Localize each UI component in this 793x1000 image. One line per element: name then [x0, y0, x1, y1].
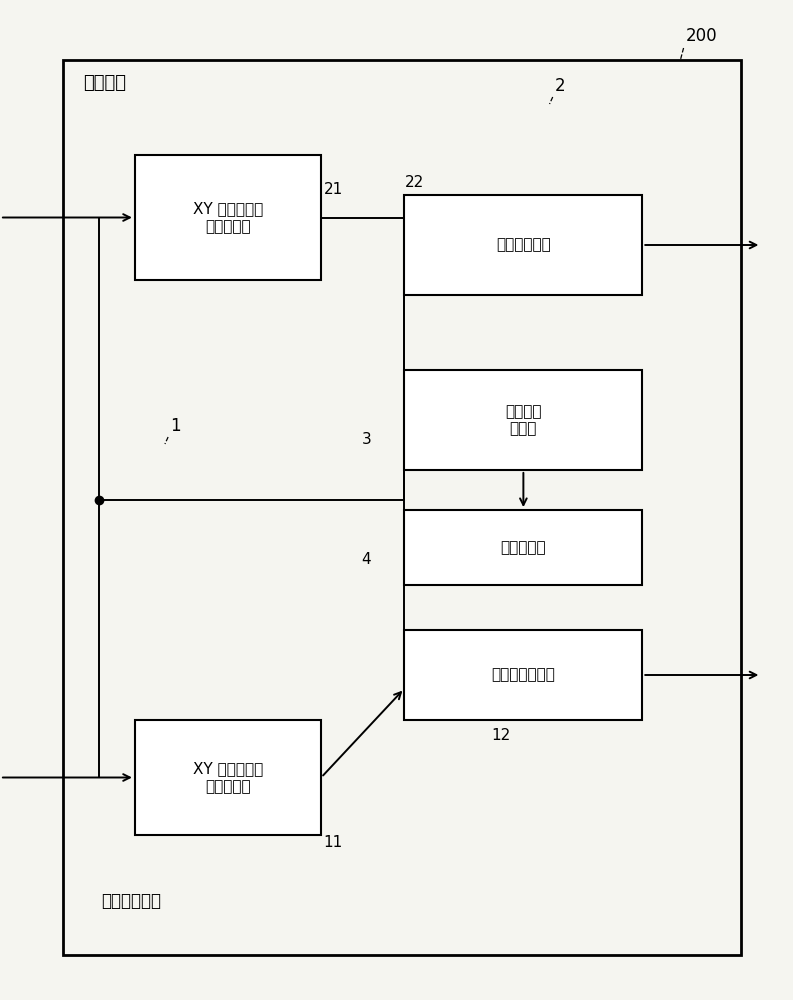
Text: 电扫描器控制部: 电扫描器控制部	[492, 668, 555, 682]
Text: 2: 2	[555, 77, 565, 95]
Text: 12: 12	[492, 728, 511, 743]
Text: 11: 11	[324, 835, 343, 850]
Text: 工作台控制部: 工作台控制部	[496, 237, 551, 252]
Bar	[135, 720, 321, 835]
Bar	[63, 60, 741, 955]
Text: 电扫描控制器: 电扫描控制器	[102, 892, 162, 910]
Bar	[404, 195, 642, 295]
Text: 4: 4	[362, 552, 371, 568]
Text: 1: 1	[170, 417, 181, 435]
Bar	[404, 510, 642, 585]
Text: XY 工作台位置
信息输入部: XY 工作台位置 信息输入部	[193, 761, 263, 794]
Text: XY 工作台位置
信息输入部: XY 工作台位置 信息输入部	[193, 201, 263, 234]
Text: 控制装置: 控制装置	[83, 74, 126, 92]
Text: 加工指示部: 加工指示部	[500, 540, 546, 555]
Text: 3: 3	[362, 432, 371, 448]
Text: 22: 22	[404, 175, 423, 190]
Bar	[91, 585, 730, 915]
Bar	[91, 105, 730, 410]
Text: 21: 21	[324, 182, 343, 198]
Bar	[404, 370, 642, 470]
Text: 200: 200	[686, 27, 718, 45]
Bar	[404, 630, 642, 720]
Text: 加工程序
存储部: 加工程序 存储部	[505, 404, 542, 436]
Bar	[135, 155, 321, 280]
